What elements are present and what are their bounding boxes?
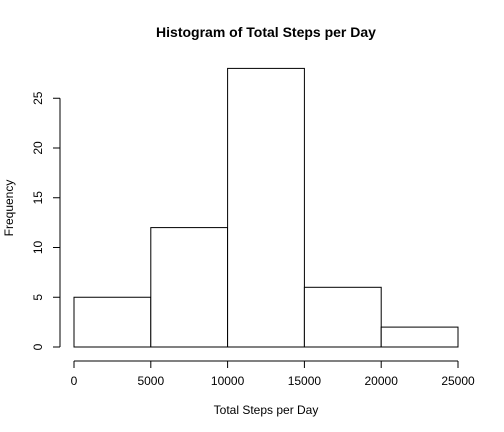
y-tick-label: 25 xyxy=(31,91,45,105)
histogram-bar-2 xyxy=(227,67,305,348)
x-tick-label: 20000 xyxy=(365,374,399,388)
x-axis: 0 5000 10000 15000 20000 25000 xyxy=(71,360,475,388)
histogram-bars xyxy=(73,67,459,348)
histogram-bar-1 xyxy=(150,227,229,348)
x-tick-label: 15000 xyxy=(288,374,322,388)
histogram-bar-3 xyxy=(303,286,382,348)
y-axis-label: Frequency xyxy=(2,180,16,237)
x-axis-label: Total Steps per Day xyxy=(214,403,319,417)
y-axis: 0 5 10 15 20 25 xyxy=(31,91,61,350)
y-tick-label: 5 xyxy=(31,294,45,301)
chart-title: Histogram of Total Steps per Day xyxy=(156,24,376,40)
histogram-bar-4 xyxy=(380,326,459,348)
x-tick-label: 0 xyxy=(71,374,78,388)
x-tick-label: 25000 xyxy=(441,374,475,388)
x-tick-label: 10000 xyxy=(211,374,245,388)
y-tick-label: 20 xyxy=(31,141,45,155)
y-tick-label: 15 xyxy=(31,191,45,205)
y-tick-label: 0 xyxy=(31,343,45,350)
y-tick-label: 10 xyxy=(31,241,45,255)
x-tick-label: 5000 xyxy=(137,374,164,388)
histogram-bar-0 xyxy=(73,296,152,348)
